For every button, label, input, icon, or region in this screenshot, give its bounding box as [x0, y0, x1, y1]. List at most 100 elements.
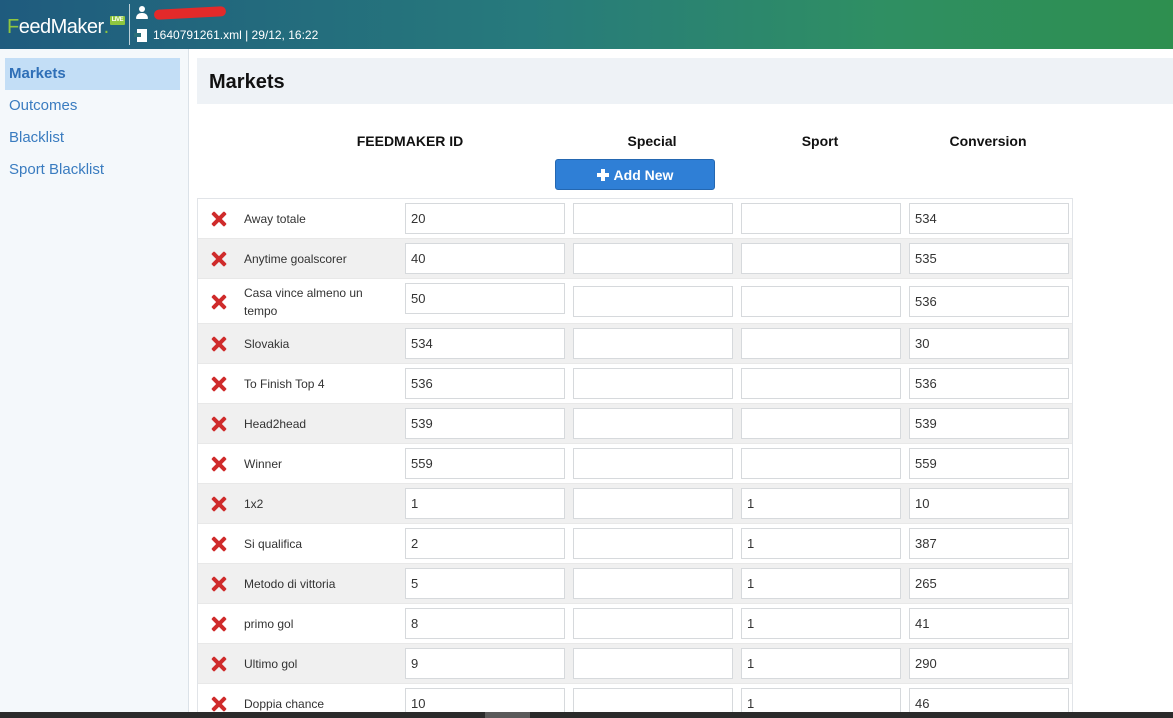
special-input[interactable] — [573, 203, 733, 234]
market-name: Winner — [244, 457, 283, 471]
conversion-input[interactable] — [909, 448, 1069, 479]
horizontal-scrollbar[interactable] — [0, 712, 1173, 718]
market-name: Metodo di vittoria — [244, 577, 336, 591]
delete-icon[interactable] — [211, 616, 227, 632]
market-name: Si qualifica — [244, 537, 303, 551]
table-row: Anytime goalscorer — [198, 239, 1072, 279]
conversion-input[interactable] — [909, 408, 1069, 439]
sidebar-item-markets[interactable]: Markets — [5, 58, 180, 90]
logo-dot: . — [103, 16, 110, 38]
special-input[interactable] — [573, 286, 733, 317]
table-row: Head2head — [198, 404, 1072, 444]
sport-input[interactable] — [741, 608, 901, 639]
file-info-text: 1640791261.xml | 29/12, 16:22 — [153, 28, 319, 42]
sport-input[interactable] — [741, 528, 901, 559]
market-name: Anytime goalscorer — [244, 252, 347, 266]
delete-icon[interactable] — [211, 536, 227, 552]
table-row: Casa vince almeno un tempo — [198, 279, 1072, 324]
conversion-input[interactable] — [909, 608, 1069, 639]
conversion-input[interactable] — [909, 243, 1069, 274]
special-input[interactable] — [573, 448, 733, 479]
feedmaker-id-input[interactable] — [405, 203, 565, 234]
market-name: Slovakia — [244, 337, 290, 351]
special-input[interactable] — [573, 328, 733, 359]
conversion-input[interactable] — [909, 488, 1069, 519]
feedmaker-id-input[interactable] — [405, 243, 565, 274]
delete-icon[interactable] — [211, 251, 227, 267]
column-header-special: Special — [627, 133, 677, 149]
delete-icon[interactable] — [211, 656, 227, 672]
delete-icon[interactable] — [211, 294, 227, 310]
feedmaker-id-input[interactable] — [405, 488, 565, 519]
special-input[interactable] — [573, 648, 733, 679]
special-input[interactable] — [573, 568, 733, 599]
table-row: Si qualifica — [198, 524, 1072, 564]
feedmaker-id-input[interactable] — [405, 408, 565, 439]
sport-input[interactable] — [741, 368, 901, 399]
logo-initial: F — [7, 16, 19, 38]
table-row: Winner — [198, 444, 1072, 484]
feedmaker-id-input[interactable] — [405, 448, 565, 479]
file-info: 1640791261.xml | 29/12, 16:22 — [134, 28, 319, 42]
market-name: Ultimo gol — [244, 657, 298, 671]
table-row: To Finish Top 4 — [198, 364, 1072, 404]
special-input[interactable] — [573, 243, 733, 274]
sport-input[interactable] — [741, 203, 901, 234]
delete-icon[interactable] — [211, 496, 227, 512]
conversion-input[interactable] — [909, 203, 1069, 234]
user-icon — [136, 6, 148, 20]
feedmaker-id-input[interactable] — [405, 568, 565, 599]
conversion-input[interactable] — [909, 528, 1069, 559]
feedmaker-id-input[interactable] — [405, 368, 565, 399]
sidebar-item-sport-blacklist[interactable]: Sport Blacklist — [9, 161, 105, 178]
sport-input[interactable] — [741, 448, 901, 479]
special-input[interactable] — [573, 608, 733, 639]
delete-icon[interactable] — [211, 211, 227, 227]
conversion-input[interactable] — [909, 368, 1069, 399]
sport-input[interactable] — [741, 568, 901, 599]
sport-input[interactable] — [741, 648, 901, 679]
feedmaker-id-input[interactable] — [405, 528, 565, 559]
feedmaker-id-input[interactable] — [405, 283, 565, 314]
sidebar-item-blacklist[interactable]: Blacklist — [9, 129, 65, 146]
delete-icon[interactable] — [211, 376, 227, 392]
column-header-sport: Sport — [801, 133, 839, 149]
special-input[interactable] — [573, 408, 733, 439]
feedmaker-id-input[interactable] — [405, 328, 565, 359]
sidebar: Markets Outcomes Blacklist Sport Blackli… — [0, 49, 189, 718]
delete-icon[interactable] — [211, 416, 227, 432]
table-row: 1x2 — [198, 484, 1072, 524]
sport-input[interactable] — [741, 286, 901, 317]
sport-input[interactable] — [741, 328, 901, 359]
feedmaker-id-input[interactable] — [405, 648, 565, 679]
market-name: Doppia chance — [244, 697, 325, 711]
market-name: primo gol — [244, 617, 294, 631]
plus-icon — [596, 168, 609, 181]
table-row: Metodo di vittoria — [198, 564, 1072, 604]
conversion-input[interactable] — [909, 328, 1069, 359]
delete-icon[interactable] — [211, 576, 227, 592]
add-new-button[interactable]: Add New — [555, 159, 715, 190]
sport-input[interactable] — [741, 408, 901, 439]
market-name: 1x2 — [244, 497, 264, 511]
markets-table: Away totale Anytime goalscorer Casa vinc… — [197, 198, 1073, 718]
delete-icon[interactable] — [211, 696, 227, 712]
delete-icon[interactable] — [211, 456, 227, 472]
file-import-icon — [134, 28, 147, 42]
market-name: Away totale — [244, 212, 306, 226]
scrollbar-thumb[interactable] — [485, 712, 530, 718]
special-input[interactable] — [573, 488, 733, 519]
user-info — [136, 6, 227, 20]
special-input[interactable] — [573, 528, 733, 559]
feedmaker-id-input[interactable] — [405, 608, 565, 639]
conversion-input[interactable] — [909, 648, 1069, 679]
sport-input[interactable] — [741, 243, 901, 274]
delete-icon[interactable] — [211, 336, 227, 352]
conversion-input[interactable] — [909, 286, 1069, 317]
special-input[interactable] — [573, 368, 733, 399]
sidebar-item-outcomes[interactable]: Outcomes — [9, 97, 78, 114]
conversion-input[interactable] — [909, 568, 1069, 599]
sport-input[interactable] — [741, 488, 901, 519]
column-header-feedmaker-id: FEEDMAKER ID — [356, 133, 464, 149]
